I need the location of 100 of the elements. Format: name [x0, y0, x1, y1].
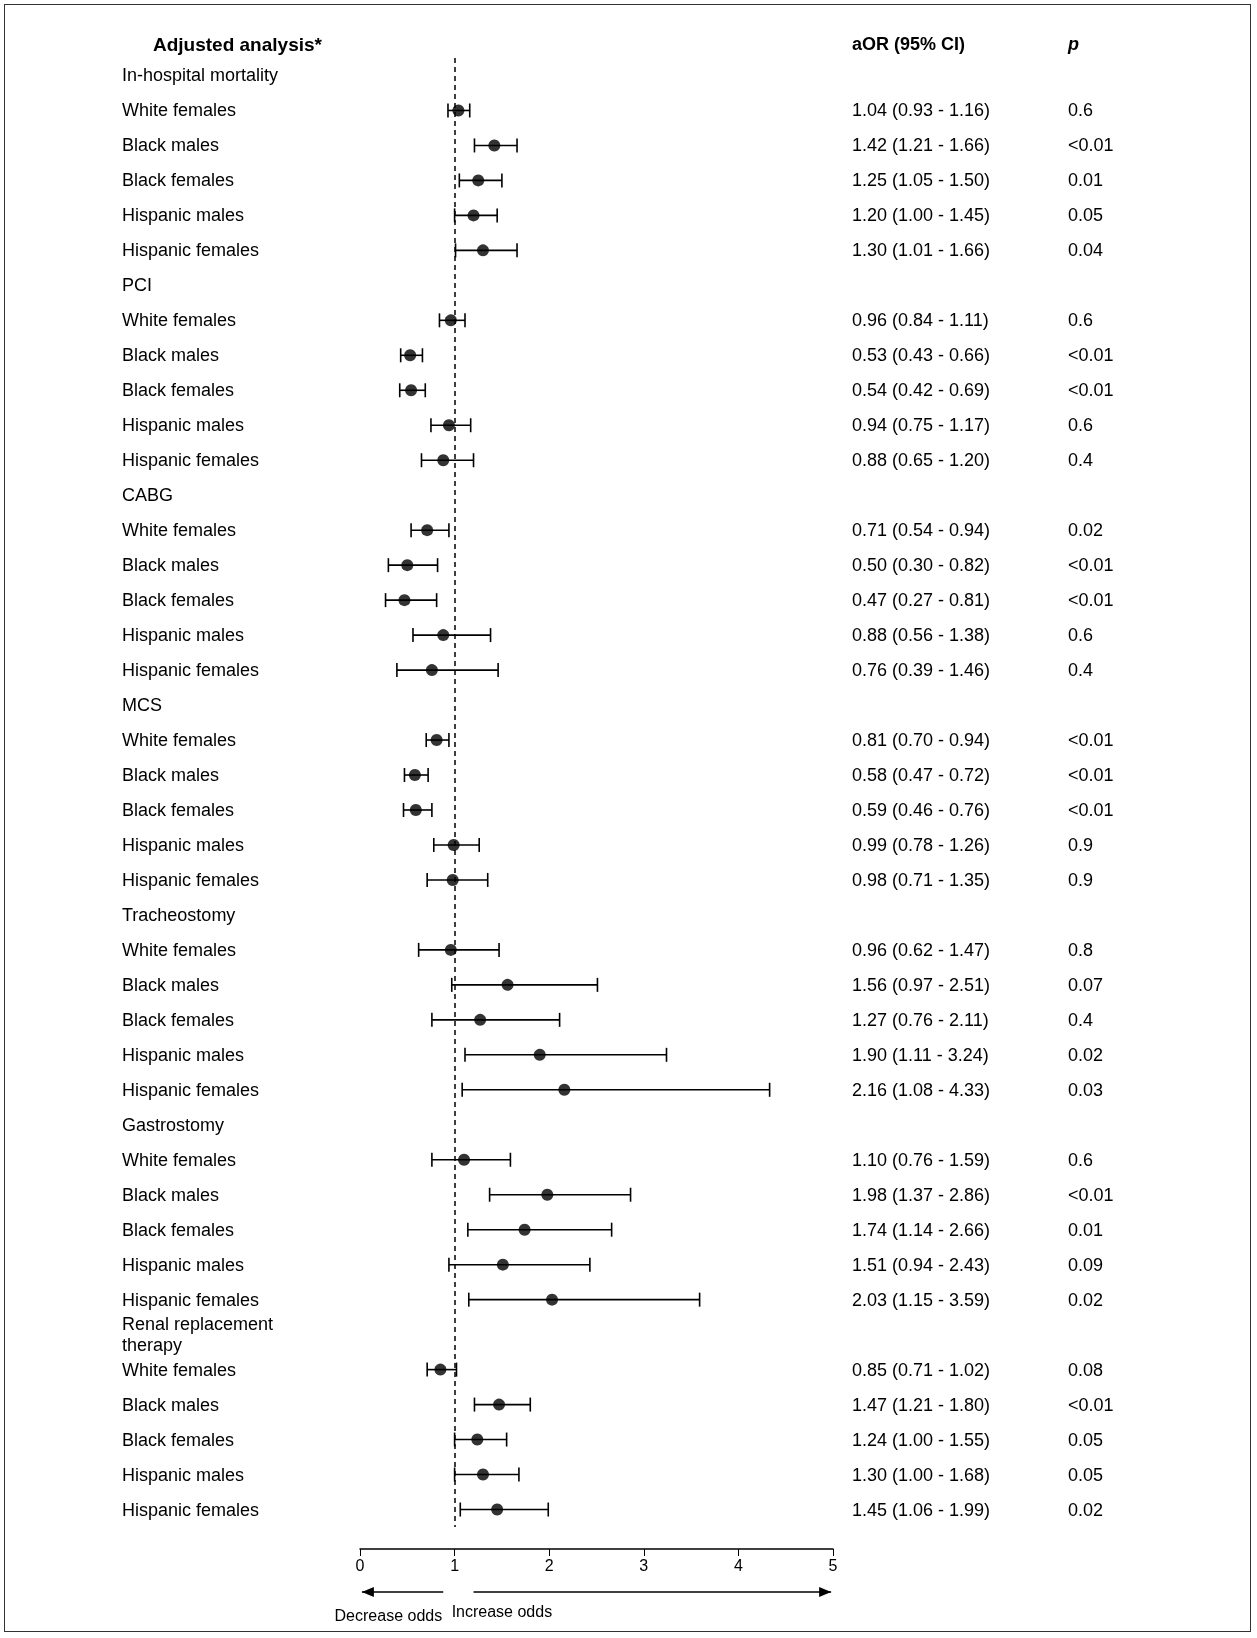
text: 0.6 — [1068, 1149, 1094, 1170]
data-label: 0.94 (0.75 - 1.17) — [852, 415, 991, 436]
y-tick-label: MCS — [122, 695, 162, 716]
point — [404, 349, 417, 362]
text: 0.6 — [1068, 100, 1094, 121]
y-tick-label: Black females — [122, 1009, 235, 1030]
text: 0.4 — [1068, 660, 1094, 681]
text: 0.9 — [1068, 869, 1094, 890]
point — [476, 244, 489, 257]
point — [398, 594, 411, 607]
data-label: 1.24 (1.00 - 1.55) — [852, 1429, 991, 1450]
y-tick-label: Hispanic males — [122, 1254, 245, 1275]
data-label: 0.88 (0.65 - 1.20) — [852, 450, 991, 471]
text: 0.6 — [1068, 415, 1094, 436]
data-label: 1.98 (1.37 - 2.86) — [852, 1184, 991, 1205]
y-tick-label: Renal replacement therapy — [122, 1314, 279, 1356]
point — [444, 943, 457, 956]
point — [467, 209, 480, 222]
data-label: 0.81 (0.70 - 0.94) — [852, 730, 991, 751]
data-label: 2.16 (1.08 - 4.33) — [852, 1079, 991, 1100]
data-label: 1.20 (1.00 - 1.45) — [852, 205, 991, 226]
point — [405, 384, 418, 397]
x-tick-label: 3 — [639, 1556, 649, 1574]
point — [496, 1258, 509, 1271]
point — [437, 454, 450, 467]
x-tick-label: 1 — [450, 1556, 460, 1574]
data-label: 1.51 (0.94 - 2.43) — [852, 1254, 991, 1275]
y-tick-label: Black males — [122, 345, 220, 366]
data-label: 1.74 (1.14 - 2.66) — [852, 1219, 991, 1240]
text: Increase odds — [451, 1602, 553, 1620]
point — [533, 1048, 546, 1061]
text: 0.6 — [1068, 625, 1094, 646]
point — [558, 1083, 571, 1096]
text: 0.02 — [1068, 1289, 1104, 1310]
data-label: 0.53 (0.43 - 0.66) — [852, 345, 991, 366]
text: 0.02 — [1068, 1044, 1104, 1065]
data-label: 0.54 (0.42 - 0.69) — [852, 380, 991, 401]
text: <0.01 — [1068, 799, 1114, 820]
y-tick-label: Black females — [122, 170, 235, 191]
y-tick-label: Hispanic females — [122, 869, 260, 890]
data-label: 0.99 (0.78 - 1.26) — [852, 834, 991, 855]
y-tick-label: White females — [122, 1359, 237, 1380]
x-tick-label: 4 — [733, 1556, 743, 1574]
y-tick-label: White females — [122, 310, 237, 331]
point — [421, 524, 434, 537]
data-label: 0.58 (0.47 - 0.72) — [852, 765, 991, 786]
y-tick-label: White females — [122, 1149, 237, 1170]
text: <0.01 — [1068, 1184, 1114, 1205]
text: 0.01 — [1068, 1219, 1104, 1240]
point — [488, 139, 501, 152]
y-tick-label: Black males — [122, 974, 220, 995]
x-tick-label: 2 — [544, 1556, 554, 1574]
point — [546, 1293, 559, 1306]
text: 0.8 — [1068, 939, 1094, 960]
text: 0.09 — [1068, 1254, 1104, 1275]
y-tick-label: Hispanic males — [122, 834, 245, 855]
data-label: 0.50 (0.30 - 0.82) — [852, 555, 991, 576]
y-tick-label: Black females — [122, 380, 235, 401]
point — [409, 803, 422, 816]
y-tick-label: Black males — [122, 135, 220, 156]
text: 0.03 — [1068, 1079, 1104, 1100]
y-tick-label: White females — [122, 520, 237, 541]
text: <0.01 — [1068, 765, 1114, 786]
text: aOR (95% CI) — [852, 34, 966, 55]
point — [541, 1188, 554, 1201]
y-tick-label: CABG — [122, 485, 174, 506]
text: <0.01 — [1068, 590, 1114, 611]
data-label: 1.30 (1.01 - 1.66) — [852, 240, 991, 261]
text: 0.05 — [1068, 1429, 1104, 1450]
text: <0.01 — [1068, 380, 1114, 401]
point — [434, 1363, 447, 1376]
data-label: 1.27 (0.76 - 2.11) — [852, 1009, 989, 1030]
y-tick-label: Tracheostomy — [122, 904, 236, 925]
y-tick-label: Hispanic females — [122, 450, 260, 471]
y-tick-label: Hispanic males — [122, 1044, 245, 1065]
data-label: 0.47 (0.27 - 0.81) — [852, 590, 991, 611]
y-tick-label: Hispanic males — [122, 205, 245, 226]
x-tick-label: 0 — [355, 1556, 365, 1574]
data-label: 1.90 (1.11 - 3.24) — [852, 1044, 989, 1065]
y-tick-label: Black males — [122, 555, 220, 576]
data-label: 1.25 (1.05 - 1.50) — [852, 170, 991, 191]
y-tick-label: Gastrostomy — [122, 1114, 225, 1135]
data-label: 0.98 (0.71 - 1.35) — [852, 869, 991, 890]
text: 0.08 — [1068, 1359, 1104, 1380]
y-tick-label: PCI — [122, 275, 153, 296]
y-tick-label: Black females — [122, 590, 235, 611]
data-label: 1.42 (1.21 - 1.66) — [852, 135, 991, 156]
data-label: 0.96 (0.84 - 1.11) — [852, 310, 989, 331]
data-label: 1.45 (1.06 - 1.99) — [852, 1499, 991, 1520]
point — [471, 1433, 484, 1446]
point — [425, 664, 438, 677]
text: <0.01 — [1068, 135, 1114, 156]
chart-title: Adjusted analysis* — [153, 34, 323, 55]
text: 0.05 — [1068, 205, 1104, 226]
y-tick-label: White females — [122, 100, 237, 121]
data-label: 1.47 (1.21 - 1.80) — [852, 1394, 991, 1415]
data-label: 0.96 (0.62 - 1.47) — [852, 939, 991, 960]
point — [476, 1468, 489, 1481]
point — [430, 734, 443, 747]
point — [401, 559, 414, 572]
